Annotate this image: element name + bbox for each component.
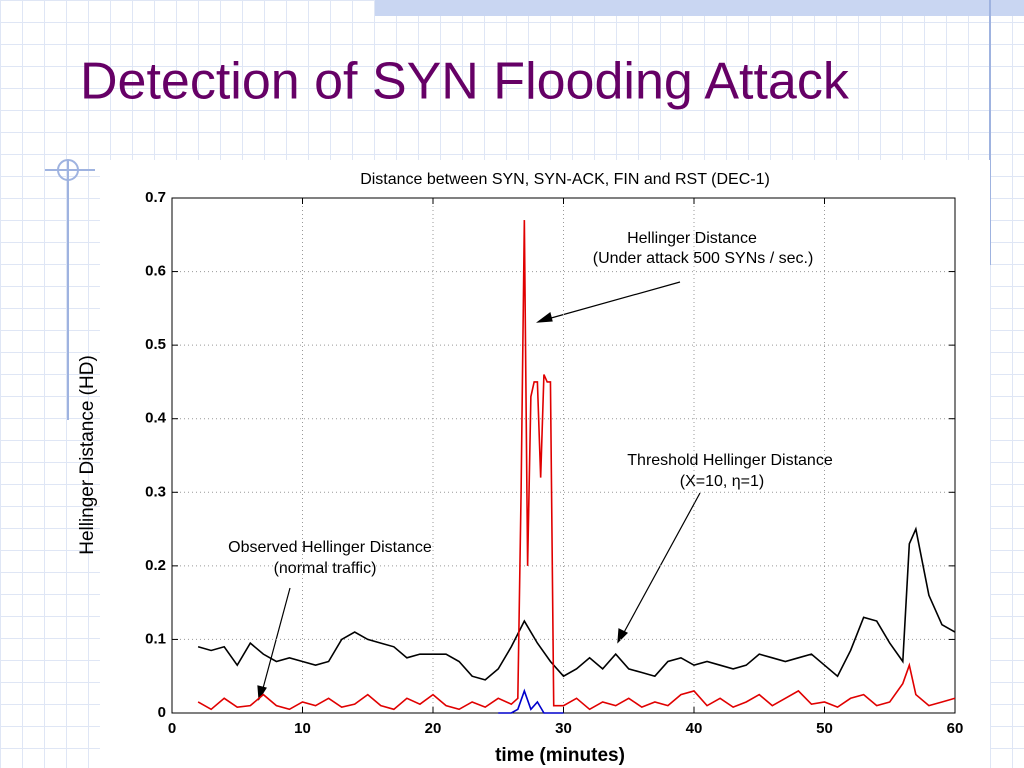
y-tick-label: 0.2: [145, 557, 166, 574]
annotation: (X=10, η=1): [680, 473, 765, 490]
y-tick-label: 0.1: [145, 630, 166, 647]
x-tick-label: 40: [686, 720, 703, 737]
slide-title: Detection of SYN Flooding Attack: [80, 53, 850, 111]
y-tick-label: 0.4: [145, 410, 167, 427]
chart-bg: [100, 160, 990, 768]
arrow: [543, 281, 681, 321]
annotation: Observed Hellinger Distance: [228, 539, 432, 556]
y-tick-label: 0.7: [145, 189, 166, 206]
series-line: [498, 688, 564, 714]
y-tick-label: 0: [158, 704, 166, 721]
series-line: [197, 526, 956, 681]
y-tick-label: 0.5: [145, 336, 166, 353]
y-tick-label: 0.6: [145, 263, 166, 280]
x-tick-label: 30: [555, 720, 572, 737]
x-tick-label: 10: [294, 720, 311, 737]
x-tick-label: 60: [947, 720, 964, 737]
arrow-head: [536, 311, 553, 323]
y-tick-label: 0.3: [145, 483, 166, 500]
chart-title: Distance between SYN, SYN-ACK, FIN and R…: [360, 171, 770, 188]
arrow: [621, 492, 701, 637]
annotation: (Under attack 500 SYNs / sec.): [593, 250, 814, 267]
x-tick-label: 50: [816, 720, 833, 737]
x-tick-label: 0: [168, 720, 176, 737]
header-band: [375, 0, 1024, 16]
x-axis-label: time (minutes): [495, 745, 625, 766]
x-tick-label: 20: [425, 720, 442, 737]
arrow-head: [257, 685, 267, 701]
y-axis-label: Hellinger Distance (HD): [77, 355, 98, 555]
annotation: Threshold Hellinger Distance: [627, 452, 833, 469]
series-line: [197, 220, 956, 711]
annotation: Hellinger Distance: [627, 230, 757, 247]
arrow: [261, 587, 291, 693]
annotation: (normal traffic): [274, 560, 377, 577]
arrows: [257, 281, 701, 701]
arrow-head: [617, 628, 629, 644]
